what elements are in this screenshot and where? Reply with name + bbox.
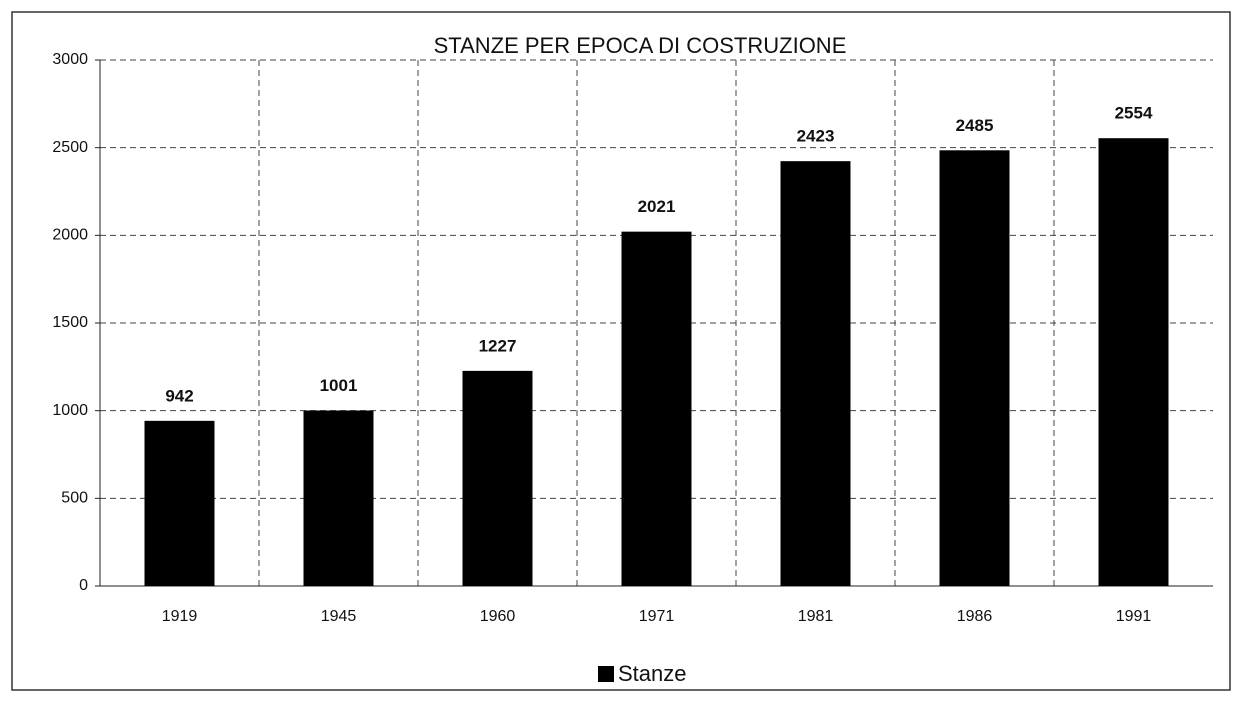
data-label: 1227	[479, 336, 517, 355]
y-tick-label: 0	[79, 577, 88, 594]
bar	[144, 420, 215, 586]
chart-title: STANZE PER EPOCA DI COSTRUZIONE	[434, 33, 847, 58]
bar	[462, 370, 533, 586]
bar	[780, 161, 851, 586]
data-label: 1001	[320, 376, 358, 395]
data-label: 2485	[956, 116, 994, 135]
legend-label: Stanze	[618, 661, 687, 686]
x-tick-label: 1971	[639, 608, 675, 625]
x-tick-label: 1981	[798, 608, 834, 625]
chart-frame	[11, 11, 1231, 691]
data-label: 2554	[1115, 104, 1153, 123]
legend-swatch	[598, 666, 614, 682]
y-tick-label: 3000	[52, 51, 88, 68]
bar	[303, 410, 374, 586]
bar	[939, 150, 1010, 586]
bar	[621, 231, 692, 586]
y-tick-label: 1500	[52, 314, 88, 331]
y-tick-label: 500	[61, 490, 88, 507]
x-tick-label: 1991	[1116, 608, 1152, 625]
x-tick-label: 1960	[480, 608, 516, 625]
y-tick-label: 2500	[52, 139, 88, 156]
x-tick-label: 1945	[321, 608, 357, 625]
data-label: 942	[165, 386, 193, 405]
x-tick-label: 1919	[162, 608, 198, 625]
x-tick-label: 1986	[957, 608, 993, 625]
bar	[1098, 138, 1169, 586]
y-tick-label: 2000	[52, 227, 88, 244]
y-tick-label: 1000	[52, 402, 88, 419]
data-label: 2021	[638, 197, 676, 216]
data-label: 2423	[797, 127, 835, 146]
